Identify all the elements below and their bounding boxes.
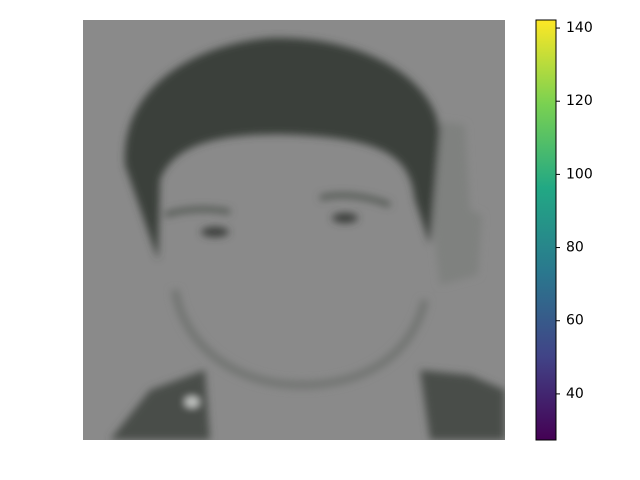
colorbar-tick-label: 40	[566, 386, 584, 402]
colorbar-tick-label: 140	[566, 20, 593, 36]
colorbar	[535, 19, 557, 441]
colorbar-tick-label: 60	[566, 313, 584, 329]
image	[83, 20, 505, 440]
colorbar-tick-label: 80	[566, 240, 584, 256]
colorbar-tick-label: 100	[566, 166, 593, 182]
colorbar-tick-label: 120	[566, 93, 593, 109]
